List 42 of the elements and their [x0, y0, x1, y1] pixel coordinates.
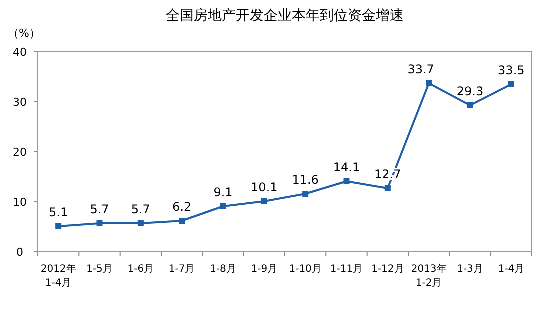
x-tick-label: 2012年 1-4月 — [40, 263, 76, 289]
point — [344, 178, 350, 184]
x-tick-label: 1-10月 — [289, 264, 322, 275]
point — [56, 224, 62, 230]
data-label: 5.7 — [90, 202, 110, 216]
y-tick-label: 20 — [13, 146, 27, 159]
x-tick-label: 1-9月 — [251, 264, 278, 275]
y-tick-label: 0 — [16, 246, 24, 259]
y-axis-title: （%） — [8, 27, 40, 40]
data-label: 9.1 — [214, 186, 233, 200]
y-tick-label: 40 — [13, 46, 27, 59]
data-label: 5.1 — [49, 206, 68, 220]
y-tick-label: 10 — [13, 196, 27, 209]
point — [302, 191, 309, 197]
x-tick-label: 1-7月 — [168, 264, 196, 275]
point — [467, 102, 474, 108]
x-tick-label: 1-6月 — [128, 264, 154, 275]
data-label: 10.1 — [251, 180, 278, 194]
data-label: 33.7 — [408, 62, 434, 76]
point — [96, 220, 103, 226]
x-tick-label: 1-11月 — [330, 264, 364, 275]
x-tick-label: 1-8月 — [210, 264, 236, 275]
x-tick-label: 1-4月 — [498, 264, 525, 275]
data-label: 14.1 — [333, 160, 360, 174]
x-tick-label: 2013年 1-2月 — [411, 263, 447, 289]
point — [179, 218, 186, 224]
point — [220, 204, 226, 210]
data-label: 11.6 — [292, 173, 319, 187]
data-label: 6.2 — [172, 200, 192, 214]
point — [261, 198, 268, 204]
x-tick-label: 1-12月 — [372, 264, 404, 275]
chart-title: 全国房地产开发企业本年到位资金增速 — [166, 8, 404, 24]
point — [384, 186, 391, 192]
x-tick-label: 1-5月 — [86, 264, 113, 275]
point — [426, 80, 432, 86]
point — [138, 220, 144, 226]
data-label: 29.3 — [456, 84, 484, 98]
point — [508, 82, 514, 88]
x-tick-label: 1-3月 — [457, 264, 484, 275]
y-tick-label: 30 — [13, 96, 27, 109]
data-label: 33.5 — [498, 64, 525, 78]
data-label: 5.7 — [131, 202, 150, 216]
